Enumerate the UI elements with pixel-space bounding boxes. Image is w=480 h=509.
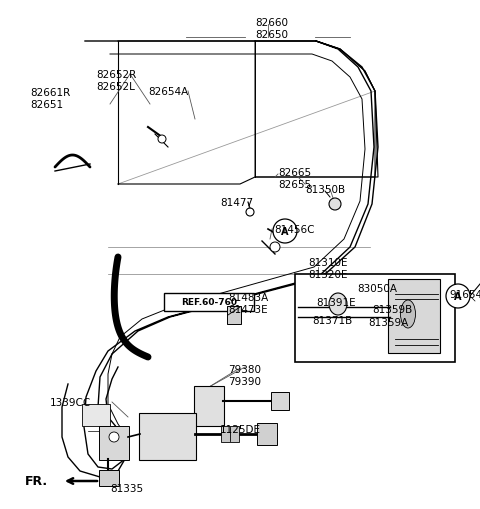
- FancyBboxPatch shape: [82, 404, 110, 426]
- Text: 81350B: 81350B: [305, 185, 345, 194]
- FancyBboxPatch shape: [295, 274, 455, 362]
- Text: 81477: 81477: [220, 197, 253, 208]
- Text: 82665
82655: 82665 82655: [278, 167, 311, 189]
- Text: A: A: [281, 227, 289, 237]
- Text: 83050A: 83050A: [357, 284, 397, 293]
- Text: 81335: 81335: [110, 483, 143, 493]
- Text: 79380
79390: 79380 79390: [228, 364, 261, 386]
- Text: 1125DE: 1125DE: [220, 424, 261, 434]
- Text: 82652R
82652L: 82652R 82652L: [96, 70, 136, 92]
- Text: 81310E
81320E: 81310E 81320E: [308, 258, 348, 279]
- Circle shape: [109, 432, 119, 442]
- Text: 81371B: 81371B: [312, 316, 352, 325]
- FancyBboxPatch shape: [139, 413, 196, 460]
- FancyBboxPatch shape: [271, 392, 289, 410]
- Text: 81391E: 81391E: [316, 297, 356, 307]
- Ellipse shape: [400, 300, 416, 328]
- FancyBboxPatch shape: [257, 423, 277, 445]
- FancyBboxPatch shape: [99, 470, 119, 486]
- Text: 81359A: 81359A: [368, 318, 408, 327]
- Text: FR.: FR.: [25, 474, 48, 488]
- Text: 82654A: 82654A: [148, 87, 188, 97]
- Text: 91654B: 91654B: [449, 290, 480, 299]
- Circle shape: [273, 219, 297, 243]
- FancyBboxPatch shape: [194, 386, 224, 426]
- Text: 81483A
81473E: 81483A 81473E: [228, 293, 268, 314]
- Text: REF.60-760: REF.60-760: [181, 298, 237, 307]
- Text: 81456C: 81456C: [274, 224, 314, 235]
- Circle shape: [270, 242, 280, 252]
- Circle shape: [158, 136, 166, 144]
- Circle shape: [329, 199, 341, 211]
- Text: A: A: [454, 292, 462, 301]
- FancyBboxPatch shape: [99, 426, 129, 460]
- Ellipse shape: [329, 293, 347, 316]
- FancyBboxPatch shape: [164, 293, 254, 312]
- Circle shape: [446, 285, 470, 308]
- FancyBboxPatch shape: [388, 279, 440, 353]
- FancyBboxPatch shape: [221, 426, 239, 442]
- FancyBboxPatch shape: [227, 306, 241, 324]
- Text: 82661R
82651: 82661R 82651: [30, 88, 70, 109]
- Text: 82660
82650: 82660 82650: [255, 18, 288, 40]
- Text: 1339CC: 1339CC: [50, 397, 91, 407]
- Text: 81359B: 81359B: [372, 304, 412, 315]
- Circle shape: [246, 209, 254, 216]
